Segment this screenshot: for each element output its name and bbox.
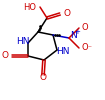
- Text: N: N: [70, 32, 77, 40]
- Text: HN: HN: [16, 36, 30, 46]
- Text: O: O: [63, 10, 70, 18]
- Text: HN: HN: [56, 46, 70, 56]
- Text: O: O: [82, 24, 89, 32]
- Text: O: O: [39, 72, 47, 82]
- Text: O: O: [2, 52, 9, 60]
- Text: O: O: [82, 44, 89, 52]
- Text: +: +: [74, 29, 80, 35]
- Text: HO: HO: [23, 2, 36, 12]
- Text: ⁻: ⁻: [87, 44, 91, 52]
